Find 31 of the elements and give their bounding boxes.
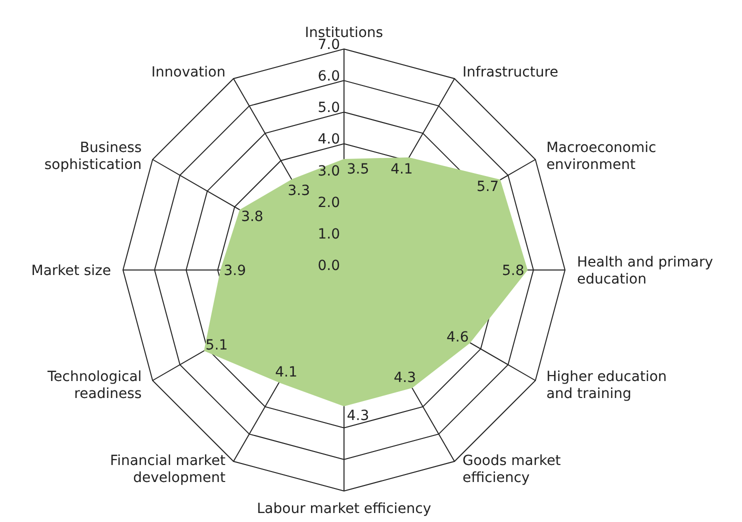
data-label: 4.1 [275, 364, 298, 381]
data-label: 5.1 [206, 338, 228, 354]
spoke-label: Financial market development [110, 452, 226, 486]
y-tick-label: 2.0 [318, 194, 340, 211]
data-label: 3.3 [288, 183, 310, 200]
spoke-label: Technological readiness [46, 369, 142, 402]
spoke-label: Macroeconomic environment [546, 140, 656, 173]
y-tick-label: 4.0 [318, 132, 340, 148]
spoke-label: Infrastructure [462, 64, 558, 81]
y-tick-label: 3.0 [318, 163, 340, 180]
data-label: 4.1 [390, 161, 413, 178]
data-label: 3.5 [346, 162, 370, 178]
data-label: 3.8 [241, 209, 264, 226]
y-tick-label: 1.0 [318, 226, 340, 242]
spoke-label: Higher education and training [546, 369, 667, 402]
data-label: 4.3 [394, 370, 416, 386]
data-label: 3.9 [224, 263, 246, 279]
spoke-label: Market size [31, 263, 111, 279]
spoke-label: Goods market efficiency [462, 452, 562, 486]
spoke-label: Health and primary education [577, 254, 714, 288]
spoke-label: Labour market efficiency [256, 501, 432, 517]
data-label: 5.7 [476, 179, 499, 196]
spoke-label: Innovation [151, 64, 226, 81]
y-tick-label: 0.0 [318, 258, 340, 274]
data-label: 4.3 [346, 408, 370, 424]
y-tick-label: 7.0 [318, 37, 340, 53]
data-label: 5.8 [502, 263, 524, 279]
y-tick-label: 5.0 [318, 100, 340, 116]
spoke-label: Business sophistication [44, 140, 142, 173]
data-label: 4.6 [446, 330, 469, 346]
y-tick-label: 6.0 [318, 68, 340, 85]
